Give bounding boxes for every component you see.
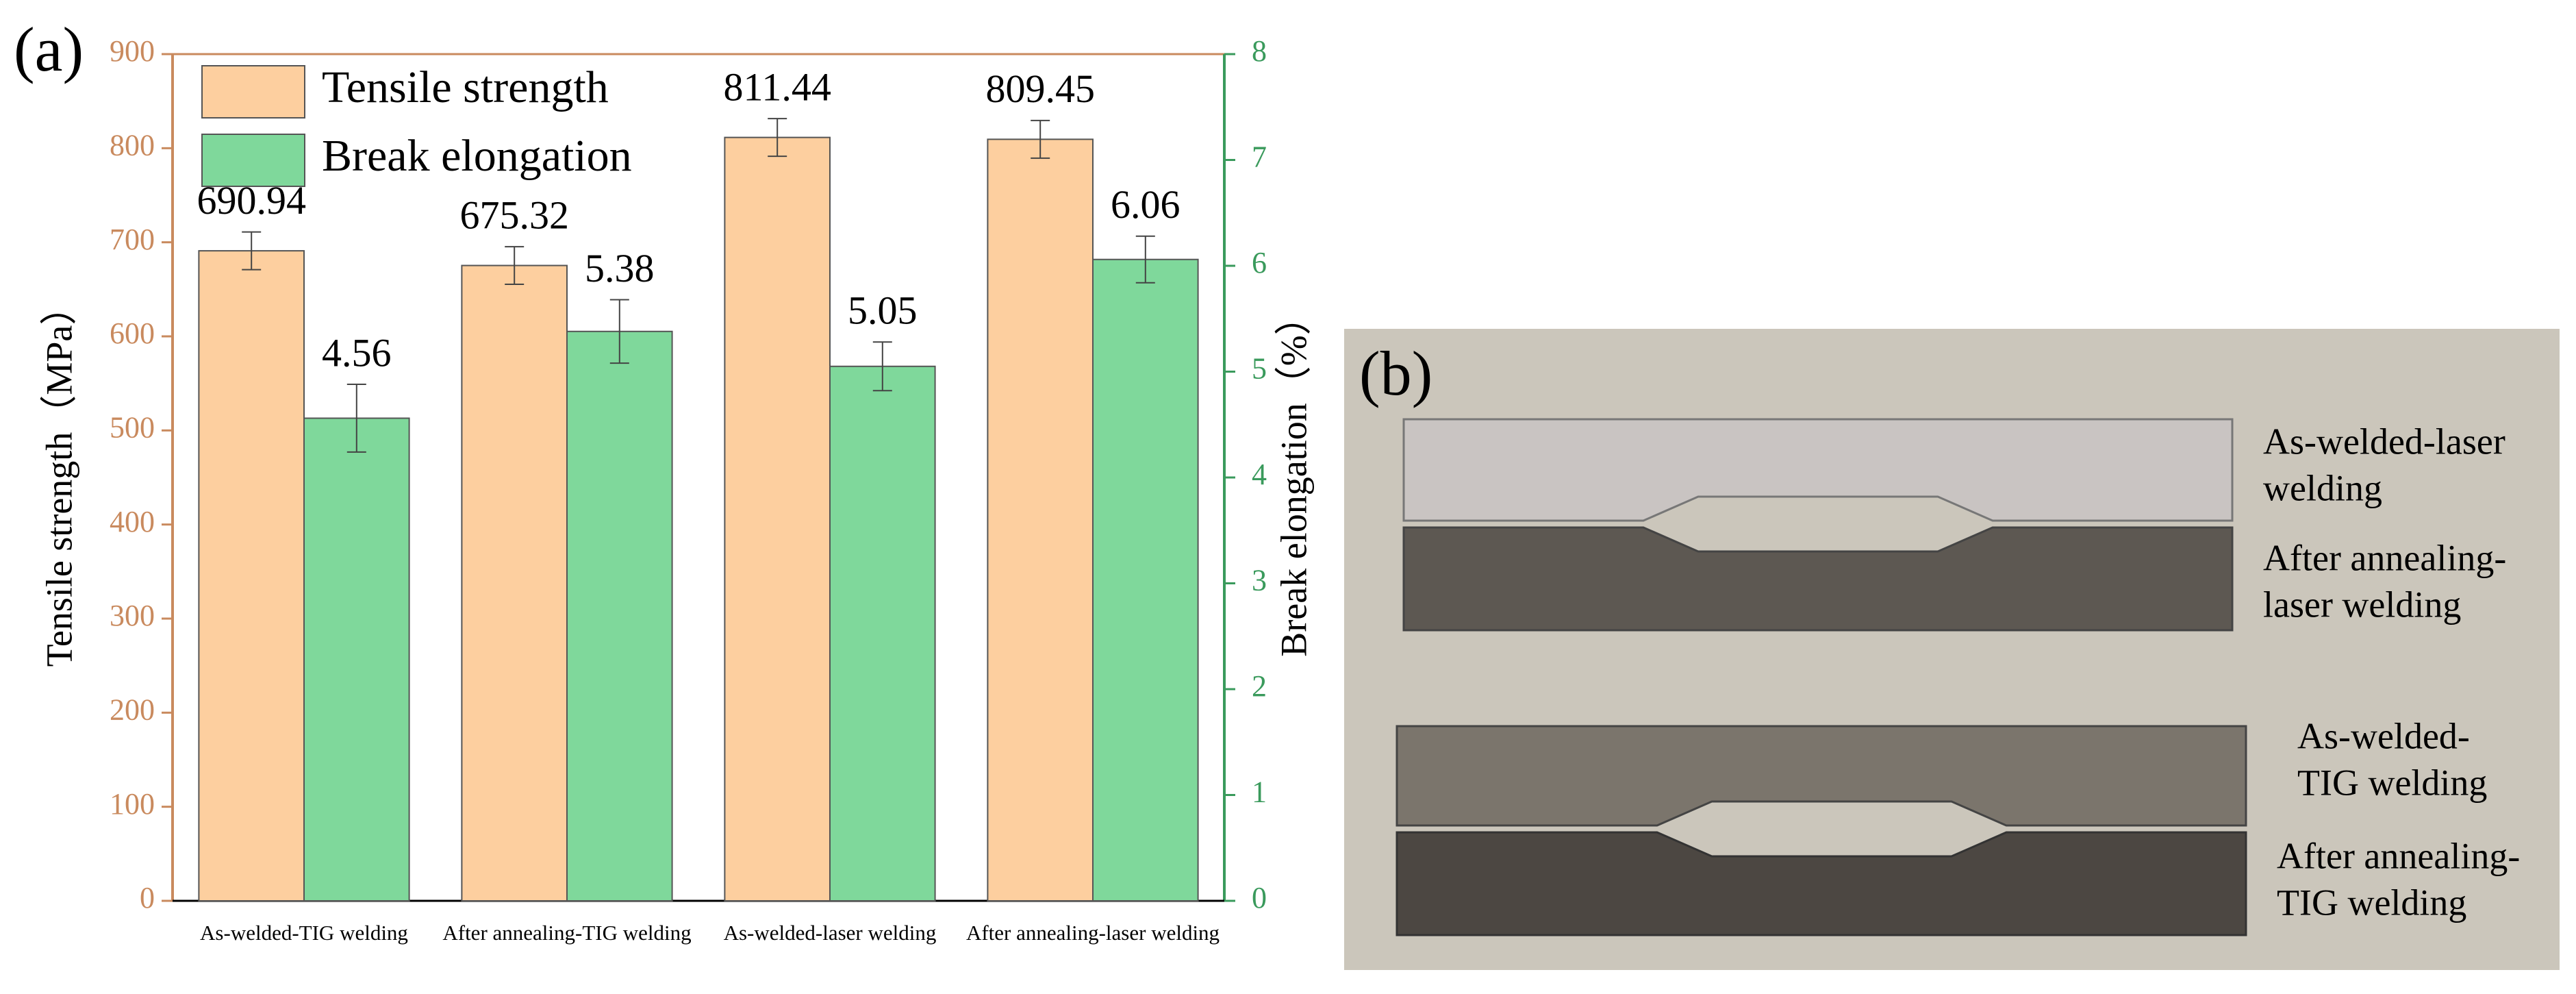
error-bar <box>1135 235 1155 284</box>
photo-label: laser welding <box>2263 584 2461 625</box>
error-bar <box>1031 119 1050 159</box>
y-tick-label: 200 <box>110 693 155 726</box>
value-label: 4.56 <box>322 330 392 375</box>
value-label: 5.38 <box>585 246 655 290</box>
bar <box>1092 258 1199 902</box>
error-bar <box>505 246 525 286</box>
bar <box>461 264 568 902</box>
error-bar <box>768 118 787 158</box>
photo-label: TIG welding <box>2297 762 2487 803</box>
x-tick-label: As-welded-laser welding <box>724 921 937 945</box>
photo-label: After annealing- <box>2263 537 2506 578</box>
specimen <box>1396 725 2247 827</box>
specimen <box>1402 418 2234 522</box>
legend-label: Tensile strength <box>322 62 609 112</box>
error-bar <box>346 384 366 453</box>
bar <box>566 330 673 902</box>
y-tick-label: 900 <box>110 34 155 68</box>
bar <box>198 250 305 902</box>
y-axis-title: Tensile strength（MPa） <box>38 288 79 667</box>
specimen <box>1396 831 2247 936</box>
y2-tick-label: 0 <box>1252 881 1267 915</box>
x-tick-label: As-welded-TIG welding <box>200 921 408 945</box>
x-tick-label: After annealing-TIG welding <box>442 921 691 945</box>
panel-label: (a) <box>14 14 84 84</box>
photo-label: As-welded- <box>2297 715 2470 756</box>
bar <box>724 136 831 902</box>
x-tick-label: After annealing-laser welding <box>966 921 1220 945</box>
y-tick-label: 500 <box>110 410 155 444</box>
y2-axis-title: Break elongation（%） <box>1273 298 1314 656</box>
panel-label: (b) <box>1359 338 1432 408</box>
y-tick-label: 600 <box>110 316 155 350</box>
y-tick-label: 700 <box>110 223 155 256</box>
y2-tick-label: 5 <box>1252 352 1267 386</box>
y2-tick-label: 8 <box>1252 34 1267 68</box>
value-label: 675.32 <box>459 192 569 237</box>
bar <box>987 138 1094 902</box>
value-label: 811.44 <box>724 64 831 109</box>
photo-panel: (b) <box>1344 329 2560 970</box>
legend-label: Break elongation <box>322 131 632 181</box>
photo-label: welding <box>2263 467 2382 508</box>
error-bar <box>609 299 629 364</box>
y-tick-label: 100 <box>110 787 155 821</box>
legend-swatch <box>201 65 305 119</box>
photo-label: As-welded-laser <box>2263 421 2505 462</box>
specimen <box>1402 526 2234 632</box>
y2-tick-label: 7 <box>1252 140 1267 174</box>
photo-label: TIG welding <box>2277 882 2466 923</box>
y2-tick-label: 1 <box>1252 775 1267 809</box>
bar <box>829 365 936 902</box>
error-bar <box>242 231 262 271</box>
y-tick-label: 800 <box>110 128 155 162</box>
y2-tick-label: 6 <box>1252 246 1267 279</box>
error-bar <box>872 341 892 392</box>
value-label: 6.06 <box>1111 182 1180 227</box>
value-label: 809.45 <box>985 66 1095 111</box>
value-label: 5.05 <box>848 288 918 333</box>
y-tick-label: 400 <box>110 505 155 538</box>
bar <box>303 417 410 902</box>
y-tick-label: 300 <box>110 599 155 632</box>
legend-swatch <box>201 134 305 187</box>
y2-tick-label: 3 <box>1252 564 1267 597</box>
y-tick-label: 0 <box>140 881 155 915</box>
photo-label: After annealing- <box>2277 835 2520 876</box>
y2-tick-label: 2 <box>1252 669 1267 703</box>
y2-tick-label: 4 <box>1252 458 1267 491</box>
